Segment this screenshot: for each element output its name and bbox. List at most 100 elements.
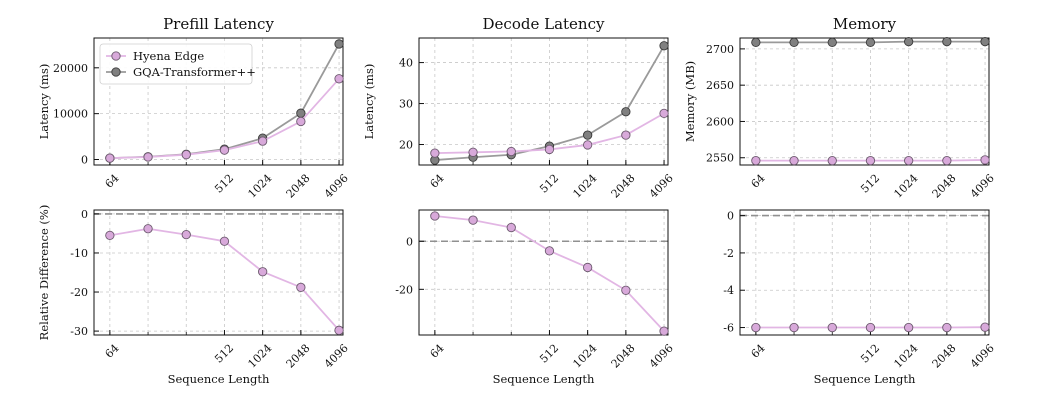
hyena-data-point [219,236,230,246]
hyena-data-point [789,322,799,333]
hyena-data-point [105,153,115,163]
hyena-legend-marker [111,51,121,61]
y-tick-label: -6 [723,322,734,335]
hyena-data-point [181,229,191,240]
y-tick-label: 0 [727,210,734,223]
hyena-data-point [621,130,631,140]
y-tick-label: 10000 [53,108,88,121]
x-tick-label: 512 [537,172,561,196]
hyena-data-point [751,322,761,333]
gqa-data-point [296,108,306,118]
y-tick-label: 2650 [706,79,734,92]
y-tick-label: 40 [399,57,413,70]
x-axis-label: Sequence Length [168,372,270,386]
x-tick-label: 2048 [284,172,313,201]
y-tick-label: -4 [723,284,734,297]
x-tick-label: 1024 [891,172,920,201]
y-tick-label: 2700 [706,43,734,56]
x-tick-label: 512 [858,342,882,366]
gqa-data-point [980,36,990,47]
x-tick-label: 64 [103,172,122,191]
hyena-data-point [181,150,191,160]
panel-2: 64 512 1024 2048 4096 20 30 40 Decode Latency Lat… [362,15,676,201]
axes-frame [739,209,990,336]
hyena-data-point [296,116,306,127]
y-axis-label: Memory (MB) [683,61,697,142]
hyena-data-point [506,222,516,233]
x-tick-label: 4096 [322,172,351,201]
hyena-data-point [258,136,268,146]
y-tick-label: 0 [406,235,413,248]
gqa-data-point [583,130,593,140]
x-tick-label: 4096 [322,342,351,371]
hyena-data-point [143,224,153,234]
hyena-data-point [980,322,990,332]
hyena-data-point [621,285,631,295]
hyena-data-point [296,282,306,292]
hyena-data-point [659,108,669,119]
x-tick-label: 1024 [245,342,274,371]
gqa-legend-marker [111,67,121,77]
hyena-data-point [827,155,837,166]
y-axis-label: Latency (ms) [37,64,51,140]
chart-title: Decode Latency [483,15,605,33]
legend: Hyena Edge GQA-Transformer++ [99,43,256,85]
hyena-data-point [544,144,555,155]
x-tick-label: 512 [212,342,236,366]
axes-frame [418,209,669,336]
gqa-data-point [659,41,669,51]
gqa-data-point [865,37,876,48]
x-tick-label: 4096 [647,172,676,201]
y-tick-label: 30 [399,98,413,111]
x-axis-label: Sequence Length [493,372,595,386]
panel-3: 64 512 1024 2048 4096 2550 2600 2650 2700 Memory M… [683,15,997,201]
y-tick-label: 20 [399,139,413,152]
hyena-data-point [865,322,876,333]
x-tick-label: 64 [749,342,768,361]
y-tick-label: 0 [81,153,88,166]
y-tick-label: 0 [81,208,88,221]
x-tick-label: 1024 [245,172,274,201]
axes-frame [93,37,344,166]
gqa-data-point [904,36,914,47]
hyena-data-point [334,325,344,335]
hyena-data-point [904,155,914,166]
x-tick-label: 64 [428,172,447,191]
hyena-data-point [827,322,837,333]
hyena-data-point [334,74,344,84]
x-tick-label: 1024 [891,342,920,371]
hyena-data-point [258,267,268,277]
y-tick-label: 20000 [53,62,88,75]
x-tick-label: 4096 [647,342,676,371]
x-tick-label: 2048 [284,342,313,371]
gqa-legend-label: GQA-Transformer++ [133,65,256,79]
hyena-data-point [506,146,516,157]
x-tick-label: 4096 [968,342,997,371]
hyena-legend-label: Hyena Edge [133,49,204,63]
hyena-data-point [583,262,593,273]
hyena-data-point [751,155,761,166]
hyena-data-point [468,215,478,225]
x-tick-label: 2048 [930,172,959,201]
y-tick-label: -20 [70,286,88,299]
chart-title: Prefill Latency [163,15,274,33]
x-tick-label: 64 [428,342,447,361]
gqa-data-point [334,39,344,49]
y-axis-label: Relative Difference (%) [37,205,51,341]
y-tick-label: -30 [70,325,88,338]
hyena-data-point [789,155,799,166]
hyena-data-point [219,145,230,155]
axes-frame [418,37,669,166]
x-tick-label: 64 [749,172,768,191]
x-tick-label: 2048 [930,342,959,371]
hyena-data-point [980,155,990,165]
x-axis-label: Sequence Length [814,372,916,386]
axes-frame [93,209,344,336]
hyena-data-point [544,246,555,256]
hyena-data-point [468,147,478,157]
hyena-data-point [942,322,952,333]
y-tick-label: -2 [723,247,734,260]
hyena-data-point [430,211,440,221]
hyena-data-point [105,230,115,241]
